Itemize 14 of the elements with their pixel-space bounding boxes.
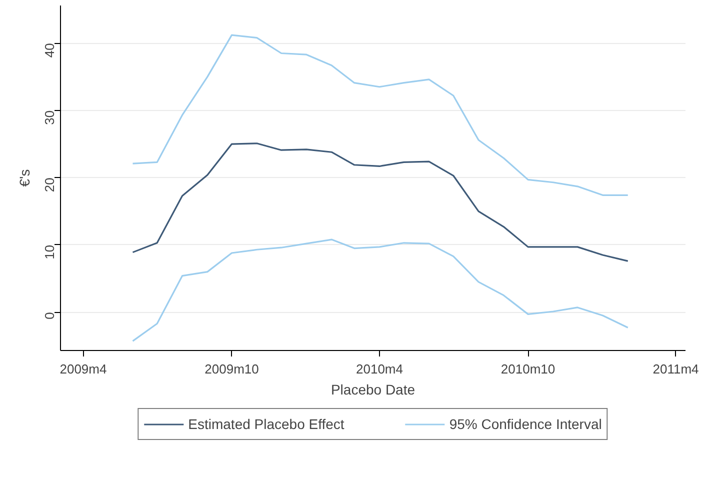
x-tick-label: 2010m4 xyxy=(356,362,403,376)
y-tick-label: 20 xyxy=(42,178,57,192)
x-tick-label: 2009m4 xyxy=(60,362,107,376)
y-tick-label: 0 xyxy=(42,312,57,320)
legend-label: Estimated Placebo Effect xyxy=(188,416,344,432)
y-tick-label: 40 xyxy=(42,43,57,58)
y-tick-label: 30 xyxy=(42,110,57,125)
x-tick-label: 2011m4 xyxy=(652,362,699,376)
x-tick-label: 2010m10 xyxy=(500,362,556,376)
x-axis-title: Placebo Date xyxy=(330,382,416,398)
legend-label: 95% Confidence Interval xyxy=(449,416,602,432)
y-tick-label: 10 xyxy=(42,244,57,260)
x-tick-label: 2009m10 xyxy=(204,362,259,376)
y-axis-title: €'s xyxy=(16,169,32,187)
